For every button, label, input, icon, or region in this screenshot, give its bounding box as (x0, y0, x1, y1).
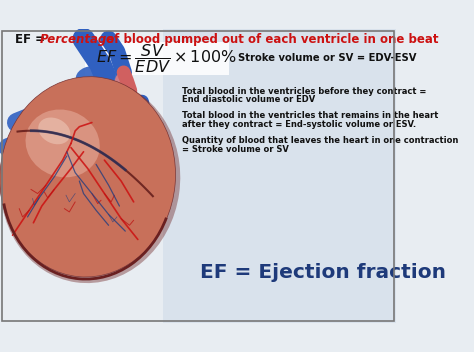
Ellipse shape (10, 181, 27, 189)
Text: of blood pumped out of each ventricle in one beat: of blood pumped out of each ventricle in… (102, 32, 438, 45)
Text: = Stroke volume or SV: = Stroke volume or SV (182, 145, 289, 154)
Ellipse shape (114, 71, 133, 98)
Text: $EF = \dfrac{SV}{EDV} \times 100\%$: $EF = \dfrac{SV}{EDV} \times 100\%$ (96, 42, 237, 75)
Ellipse shape (26, 109, 100, 177)
Text: Total blood in the ventricles before they contract =: Total blood in the ventricles before the… (182, 87, 427, 96)
Text: Total blood in the ventricles that remains in the heart: Total blood in the ventricles that remai… (182, 111, 438, 120)
Text: EF = Ejection fraction: EF = Ejection fraction (201, 263, 447, 282)
FancyBboxPatch shape (163, 29, 396, 323)
Text: Percentage: Percentage (39, 32, 115, 45)
FancyBboxPatch shape (0, 29, 396, 323)
Text: EF =: EF = (15, 32, 49, 45)
Ellipse shape (38, 118, 70, 144)
Text: Quantity of blood that leaves the heart in one contraction: Quantity of blood that leaves the heart … (182, 137, 458, 145)
Ellipse shape (76, 66, 121, 96)
Text: Stroke volume or SV = EDV-ESV: Stroke volume or SV = EDV-ESV (238, 53, 417, 63)
Ellipse shape (9, 164, 27, 173)
Text: after they contract = End-systolic volume or ESV.: after they contract = End-systolic volum… (182, 120, 416, 129)
Text: End diastolic volume or EDV: End diastolic volume or EDV (182, 95, 315, 105)
Ellipse shape (0, 79, 180, 283)
Ellipse shape (0, 77, 175, 277)
FancyBboxPatch shape (85, 42, 229, 75)
